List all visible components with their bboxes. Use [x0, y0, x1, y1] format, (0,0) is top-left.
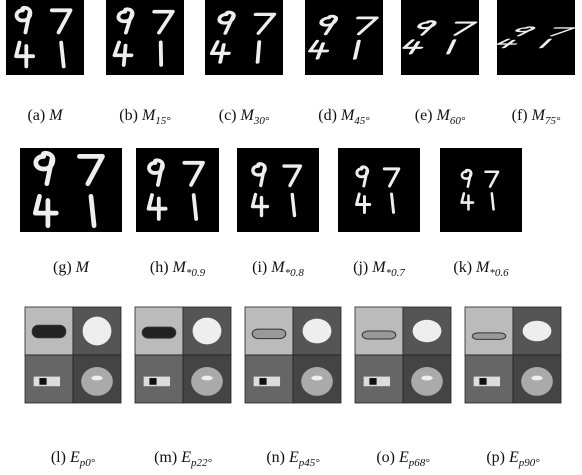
caption-subscript: *0.8	[285, 267, 305, 279]
caption-symbol: M	[371, 259, 387, 276]
caption: (f) M75°	[512, 107, 561, 127]
caption-symbol: M	[436, 107, 452, 124]
digit-image	[305, 0, 383, 75]
caption-subscript: p90°	[518, 457, 541, 469]
caption-symbol: E	[398, 449, 409, 466]
caption-symbol: E	[69, 449, 80, 466]
caption-label: (n)	[266, 449, 289, 466]
caption-label: (h)	[150, 259, 173, 276]
caption-label: (k)	[453, 259, 476, 276]
object-image	[354, 306, 452, 404]
caption-label: (l)	[51, 449, 70, 466]
caption: (n) Ep45°	[266, 449, 320, 469]
caption-subscript: *0.6	[489, 267, 509, 279]
caption-subscript: *0.7	[386, 267, 406, 279]
caption-label: (b)	[119, 107, 142, 124]
digit-image	[237, 148, 319, 232]
caption-subscript: 60°	[450, 115, 466, 127]
caption-symbol: M	[48, 107, 64, 124]
caption-symbol: E	[180, 449, 191, 466]
caption-subscript: p0°	[79, 457, 96, 469]
caption-label: (j)	[353, 259, 372, 276]
caption-label: (c)	[219, 107, 241, 124]
caption-label: (d)	[318, 107, 341, 124]
caption: (a) M	[27, 107, 64, 124]
caption: (h) M*0.9	[150, 259, 206, 279]
caption: (i) M*0.8	[252, 259, 304, 279]
caption: (d) M45°	[318, 107, 370, 127]
caption-symbol: M	[531, 107, 547, 124]
object-image	[134, 306, 232, 404]
caption: (g) M	[53, 259, 91, 276]
digit-image	[440, 148, 522, 232]
caption-symbol: E	[508, 449, 519, 466]
object-image	[464, 306, 562, 404]
caption-label: (g)	[53, 259, 76, 276]
caption-subscript: 75°	[545, 115, 561, 127]
caption: (o) Ep68°	[376, 449, 430, 469]
caption-symbol: M	[75, 259, 91, 276]
caption: (m) Ep22°	[154, 449, 212, 469]
digit-image	[338, 148, 420, 232]
digit-image	[205, 0, 283, 75]
caption-subscript: p68°	[408, 457, 431, 469]
caption-symbol: M	[172, 259, 188, 276]
digit-image	[136, 148, 219, 232]
caption-symbol: M	[240, 107, 256, 124]
digit-image	[106, 0, 184, 75]
caption: (j) M*0.7	[353, 259, 405, 279]
digit-image	[496, 0, 577, 75]
caption-subscript: 15°	[155, 115, 171, 127]
caption-label: (f)	[512, 107, 532, 124]
caption-label: (i)	[252, 259, 271, 276]
caption-symbol: M	[340, 107, 356, 124]
object-image	[24, 306, 122, 404]
caption-subscript: *0.9	[186, 267, 206, 279]
caption-subscript: p45°	[298, 457, 321, 469]
object-image	[244, 306, 342, 404]
digit-image	[6, 0, 84, 75]
caption-subscript: 30°	[253, 115, 270, 127]
caption: (p) Ep90°	[486, 449, 540, 469]
caption-symbol: E	[288, 449, 299, 466]
caption-subscript: 45°	[354, 115, 370, 127]
caption: (e) M60°	[415, 107, 466, 127]
caption-label: (p)	[486, 449, 509, 466]
digit-image	[20, 148, 122, 232]
caption: (l) Ep0°	[51, 449, 96, 469]
caption-symbol: M	[141, 107, 157, 124]
digit-image	[401, 0, 479, 75]
caption-subscript: p22°	[190, 457, 213, 469]
caption-label: (e)	[415, 107, 437, 124]
caption-symbol: M	[475, 259, 491, 276]
caption: (k) M*0.6	[453, 259, 509, 279]
caption-label: (a)	[27, 107, 49, 124]
caption: (c) M30°	[219, 107, 270, 127]
caption-label: (m)	[154, 449, 181, 466]
caption-label: (o)	[376, 449, 399, 466]
caption-symbol: M	[270, 259, 286, 276]
caption: (b) M15°	[119, 107, 171, 127]
